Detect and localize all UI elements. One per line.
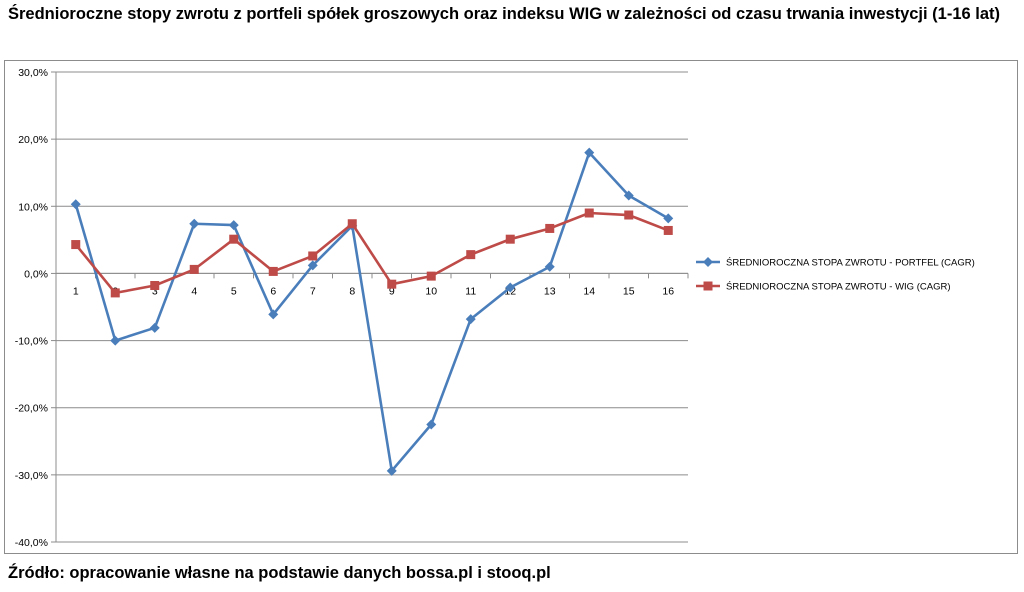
x-tick-label: 9 [389, 285, 395, 297]
x-axis: 12345678910111213141516 [55, 272, 689, 297]
data-point [110, 335, 121, 346]
data-point [663, 213, 674, 224]
data-point [466, 250, 476, 260]
data-point [584, 208, 594, 218]
x-tick-label: 7 [310, 285, 316, 297]
y-tick-label: 30,0% [18, 67, 48, 79]
data-point [229, 234, 239, 244]
data-point [110, 288, 120, 298]
data-point [189, 264, 199, 274]
x-tick-label: 1 [73, 285, 79, 297]
x-tick-label: 15 [623, 285, 635, 297]
data-point [465, 314, 476, 325]
x-tick-label: 14 [583, 285, 595, 297]
data-point [505, 282, 516, 293]
data-point [624, 210, 634, 220]
legend: ŚREDNIOROCZNA STOPA ZWROTU - PORTFEL (CA… [696, 257, 975, 293]
data-point [308, 251, 318, 261]
y-tick-label: 0,0% [24, 268, 48, 280]
data-point [505, 234, 515, 244]
x-tick-label: 13 [544, 285, 556, 297]
x-tick-label: 6 [270, 285, 276, 297]
data-point [268, 266, 278, 276]
data-point [268, 309, 279, 320]
y-tick-label: 20,0% [18, 134, 48, 146]
x-tick-label: 4 [191, 285, 197, 297]
data-point [545, 223, 555, 233]
data-point [426, 271, 436, 281]
data-point [307, 260, 318, 271]
x-tick-label: 5 [231, 285, 237, 297]
y-tick-label: 10,0% [18, 201, 48, 213]
y-tick-label: -40,0% [15, 537, 48, 549]
data-point [189, 218, 200, 229]
x-tick-label: 16 [662, 285, 674, 297]
series-group [70, 147, 674, 476]
data-point [663, 225, 673, 235]
data-point [623, 190, 634, 201]
data-point [544, 261, 555, 272]
x-tick-label: 10 [425, 285, 437, 297]
chart-frame [4, 60, 1018, 554]
source-note: Źródło: opracowanie własne na podstawie … [8, 564, 551, 582]
data-point [70, 199, 81, 210]
y-tick-label: -30,0% [15, 470, 48, 482]
x-tick-label: 8 [349, 285, 355, 297]
y-tick-label: -10,0% [15, 336, 48, 348]
data-point [347, 219, 357, 229]
y-tick-label: -20,0% [15, 403, 48, 415]
data-point [149, 322, 160, 333]
y-axis: 30,0% 20,0% 10,0% 0,0% -10,0% -20,0% -30,0% -40… [15, 67, 57, 549]
series-line [74, 151, 669, 473]
data-point [228, 220, 239, 231]
line-chart: 30,0% 20,0% 10,0% 0,0% -10,0% -20,0% -30,0% -40… [15, 67, 975, 549]
data-point [150, 281, 160, 291]
data-point [426, 419, 437, 430]
legend-label: ŚREDNIOROCZNA STOPA ZWROTU - WIG (CAGR) [726, 281, 950, 293]
series-line [74, 211, 669, 295]
gridlines [56, 71, 688, 543]
chart-title: Średnioroczne stopy zwrotu z portfeli sp… [8, 5, 1001, 23]
data-point [386, 465, 397, 476]
data-point [584, 147, 595, 158]
legend-marker [703, 257, 713, 267]
legend-label: ŚREDNIOROCZNA STOPA ZWROTU - PORTFEL (CA… [726, 257, 975, 269]
legend-marker [703, 281, 713, 291]
x-tick-label: 11 [465, 285, 476, 297]
x-tick-label: 3 [152, 285, 158, 297]
data-point [71, 240, 81, 250]
data-point [387, 279, 397, 289]
